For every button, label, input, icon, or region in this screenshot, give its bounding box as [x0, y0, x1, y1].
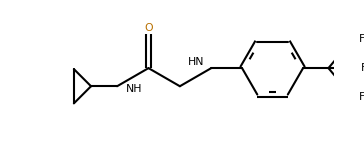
Text: F: F	[359, 34, 364, 44]
Text: O: O	[144, 23, 153, 33]
Text: F: F	[361, 63, 364, 73]
Text: HN: HN	[188, 57, 205, 67]
Text: F: F	[359, 92, 364, 102]
Text: NH: NH	[126, 84, 142, 94]
